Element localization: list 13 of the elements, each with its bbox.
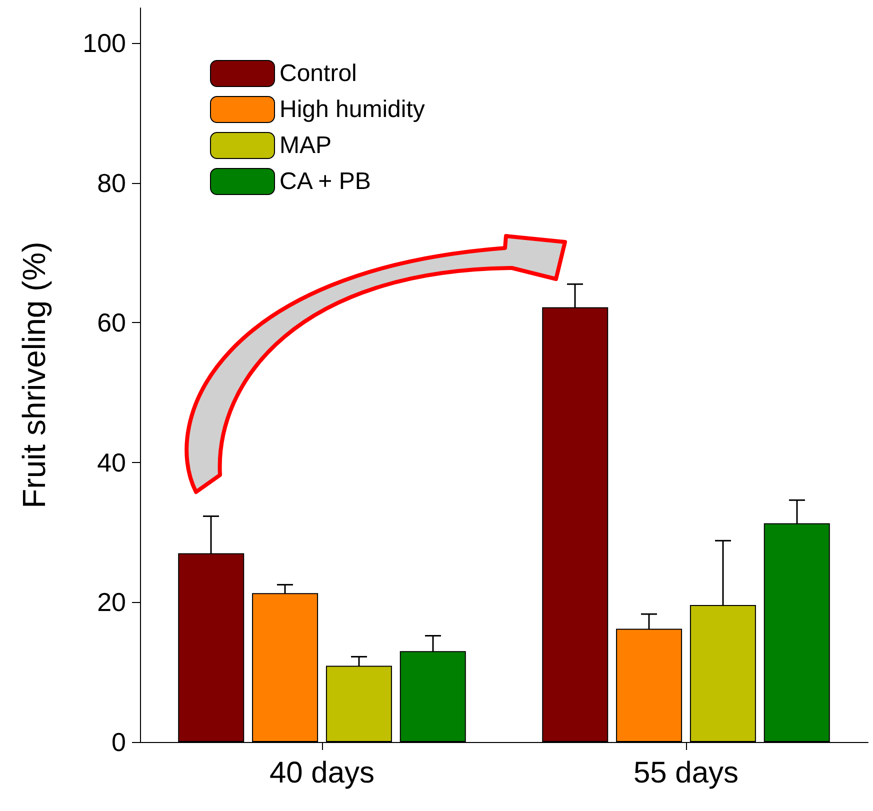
legend-label: High humidity — [280, 96, 425, 123]
y-tick-label: 100 — [82, 28, 126, 58]
x-tick-label: 40 days — [269, 756, 375, 790]
y-tick-label: 0 — [112, 727, 126, 757]
y-tick-label: 80 — [97, 168, 126, 198]
legend-label: Control — [280, 60, 357, 87]
y-tick-label: 40 — [97, 447, 126, 478]
legend-label: CA + PB — [280, 168, 371, 195]
y-tick-label: 60 — [97, 308, 126, 338]
y-axis-title: Fruit shriveling (%) — [16, 242, 52, 508]
legend-label: MAP — [280, 132, 332, 159]
x-tick-label: 55 days — [633, 756, 739, 790]
y-tick-label: 20 — [97, 587, 126, 618]
